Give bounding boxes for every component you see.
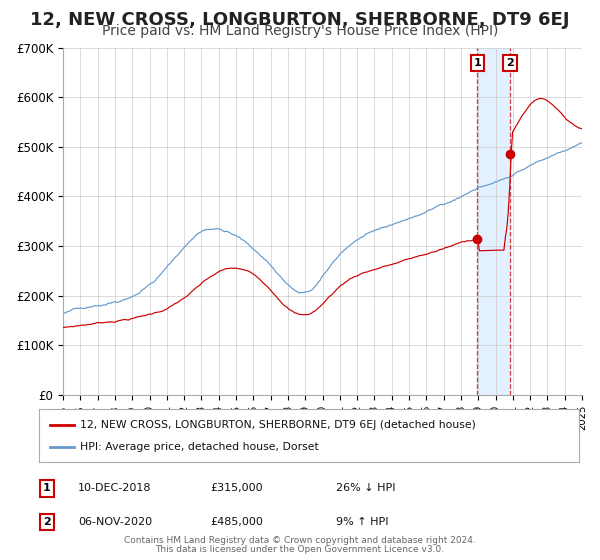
Text: 26% ↓ HPI: 26% ↓ HPI: [336, 483, 395, 493]
Bar: [477, 48, 510, 395]
Text: HPI: Average price, detached house, Dorset: HPI: Average price, detached house, Dors…: [79, 442, 318, 452]
Text: £315,000: £315,000: [210, 483, 263, 493]
Text: This data is licensed under the Open Government Licence v3.0.: This data is licensed under the Open Gov…: [155, 545, 445, 554]
Text: 2: 2: [43, 517, 50, 527]
Text: 2: 2: [506, 58, 514, 68]
Text: Contains HM Land Registry data © Crown copyright and database right 2024.: Contains HM Land Registry data © Crown c…: [124, 536, 476, 545]
Text: £485,000: £485,000: [210, 517, 263, 527]
Text: 10-DEC-2018: 10-DEC-2018: [78, 483, 151, 493]
Text: 1: 1: [43, 483, 50, 493]
Text: 1: 1: [473, 58, 481, 68]
Text: 12, NEW CROSS, LONGBURTON, SHERBORNE, DT9 6EJ: 12, NEW CROSS, LONGBURTON, SHERBORNE, DT…: [30, 11, 570, 29]
Text: 9% ↑ HPI: 9% ↑ HPI: [336, 517, 389, 527]
Text: 06-NOV-2020: 06-NOV-2020: [78, 517, 152, 527]
Text: 12, NEW CROSS, LONGBURTON, SHERBORNE, DT9 6EJ (detached house): 12, NEW CROSS, LONGBURTON, SHERBORNE, DT…: [79, 420, 475, 430]
Text: Price paid vs. HM Land Registry's House Price Index (HPI): Price paid vs. HM Land Registry's House …: [102, 24, 498, 38]
